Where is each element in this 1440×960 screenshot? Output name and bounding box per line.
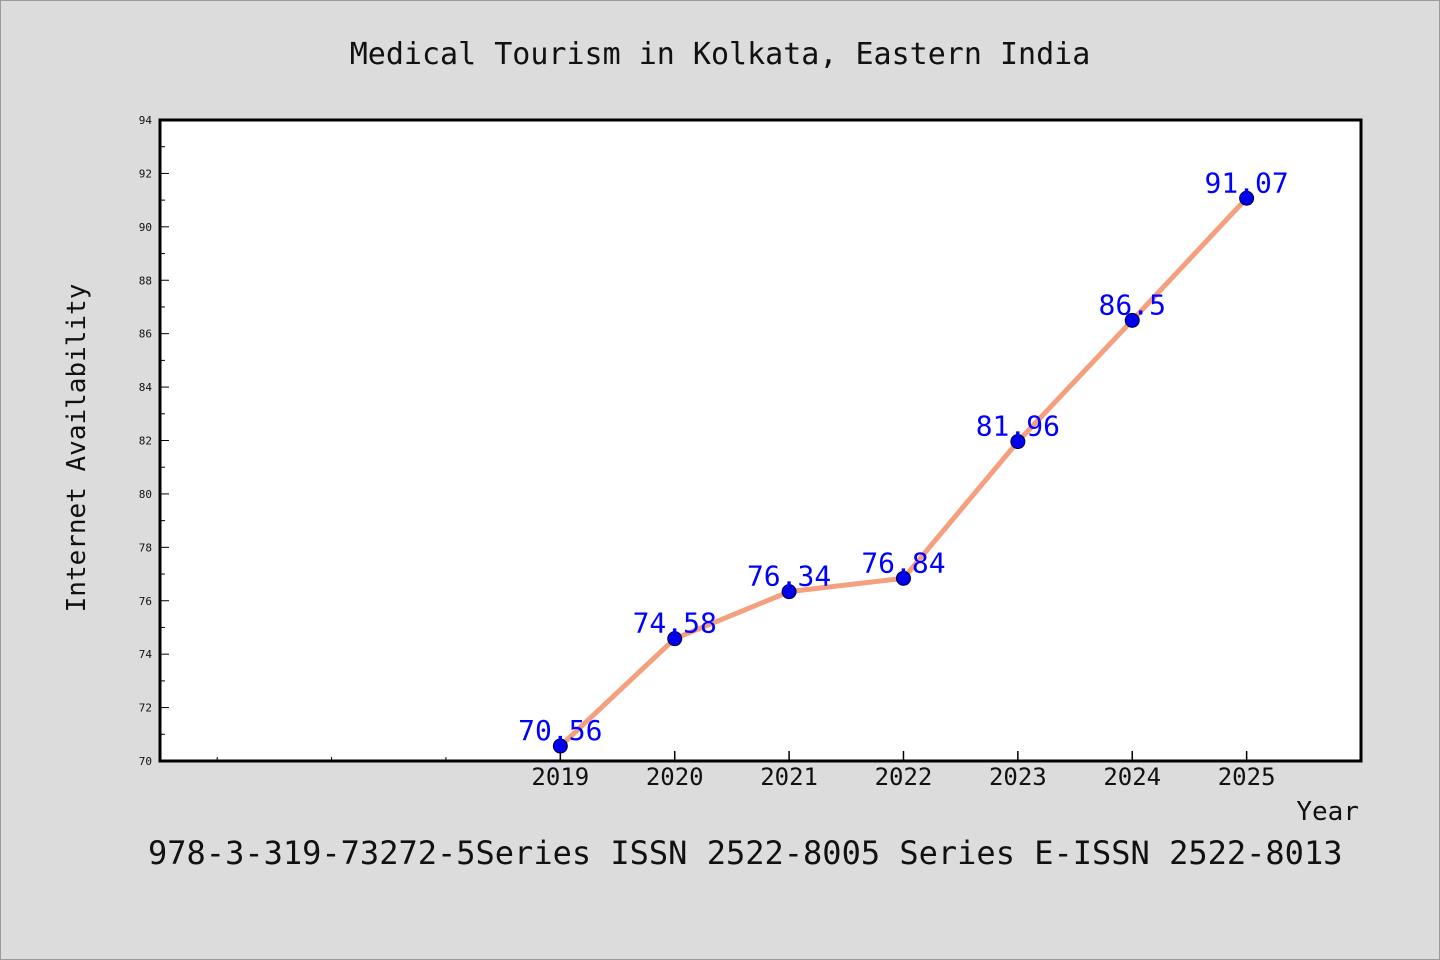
plot-area bbox=[160, 120, 1361, 761]
x-axis: 2019 2020 2021 2022 2023 2024 2025 bbox=[216, 751, 1362, 791]
x-tick-label: 2023 bbox=[989, 763, 1047, 791]
y-tick-label: 80 bbox=[139, 488, 152, 501]
x-tick-label: 2021 bbox=[760, 763, 818, 791]
x-tick-label: 2019 bbox=[531, 763, 589, 791]
x-axis-label: Year bbox=[1296, 797, 1359, 827]
x-tick-label: 2020 bbox=[646, 763, 704, 791]
data-label: 86.5 bbox=[1099, 288, 1166, 321]
x-tick-label: 2024 bbox=[1103, 763, 1161, 791]
data-point bbox=[895, 570, 911, 586]
x-tick-label: 2022 bbox=[875, 763, 933, 791]
y-tick-label: 86 bbox=[139, 328, 152, 341]
data-point bbox=[552, 738, 568, 754]
data-series: 70.56 74.58 76.34 76.84 81.96 86.5 91.07 bbox=[518, 166, 1289, 754]
data-point bbox=[1124, 312, 1140, 328]
chart-title: Medical Tourism in Kolkata, Eastern Indi… bbox=[350, 37, 1091, 72]
data-label: 91.07 bbox=[1204, 166, 1288, 199]
data-label: 76.34 bbox=[747, 560, 831, 593]
y-tick-label: 70 bbox=[139, 755, 152, 768]
data-point bbox=[1239, 190, 1255, 206]
y-tick-label: 92 bbox=[139, 167, 152, 180]
y-tick-label: 76 bbox=[139, 595, 152, 608]
y-tick-label: 84 bbox=[139, 381, 153, 394]
y-tick-label: 88 bbox=[139, 274, 152, 287]
data-label: 74.58 bbox=[633, 607, 717, 640]
data-label: 76.84 bbox=[861, 546, 945, 579]
data-label: 70.56 bbox=[518, 714, 602, 747]
y-tick-label: 90 bbox=[139, 221, 152, 234]
x-tick-label: 2025 bbox=[1218, 763, 1276, 791]
footer-isbn: 978-3-319-73272-5Series ISSN 2522-8005 S… bbox=[148, 834, 1342, 872]
y-axis-label: Internet Availability bbox=[62, 284, 92, 613]
data-point bbox=[781, 584, 797, 600]
y-tick-label: 82 bbox=[139, 435, 152, 448]
data-point bbox=[667, 631, 683, 647]
y-tick-label: 94 bbox=[139, 114, 153, 127]
plot-border bbox=[158, 118, 1363, 763]
data-point bbox=[1010, 434, 1026, 450]
y-tick-label: 74 bbox=[139, 648, 153, 661]
y-tick-label: 72 bbox=[139, 702, 152, 715]
y-tick-label: 78 bbox=[139, 541, 152, 554]
data-label: 81.96 bbox=[976, 410, 1060, 443]
